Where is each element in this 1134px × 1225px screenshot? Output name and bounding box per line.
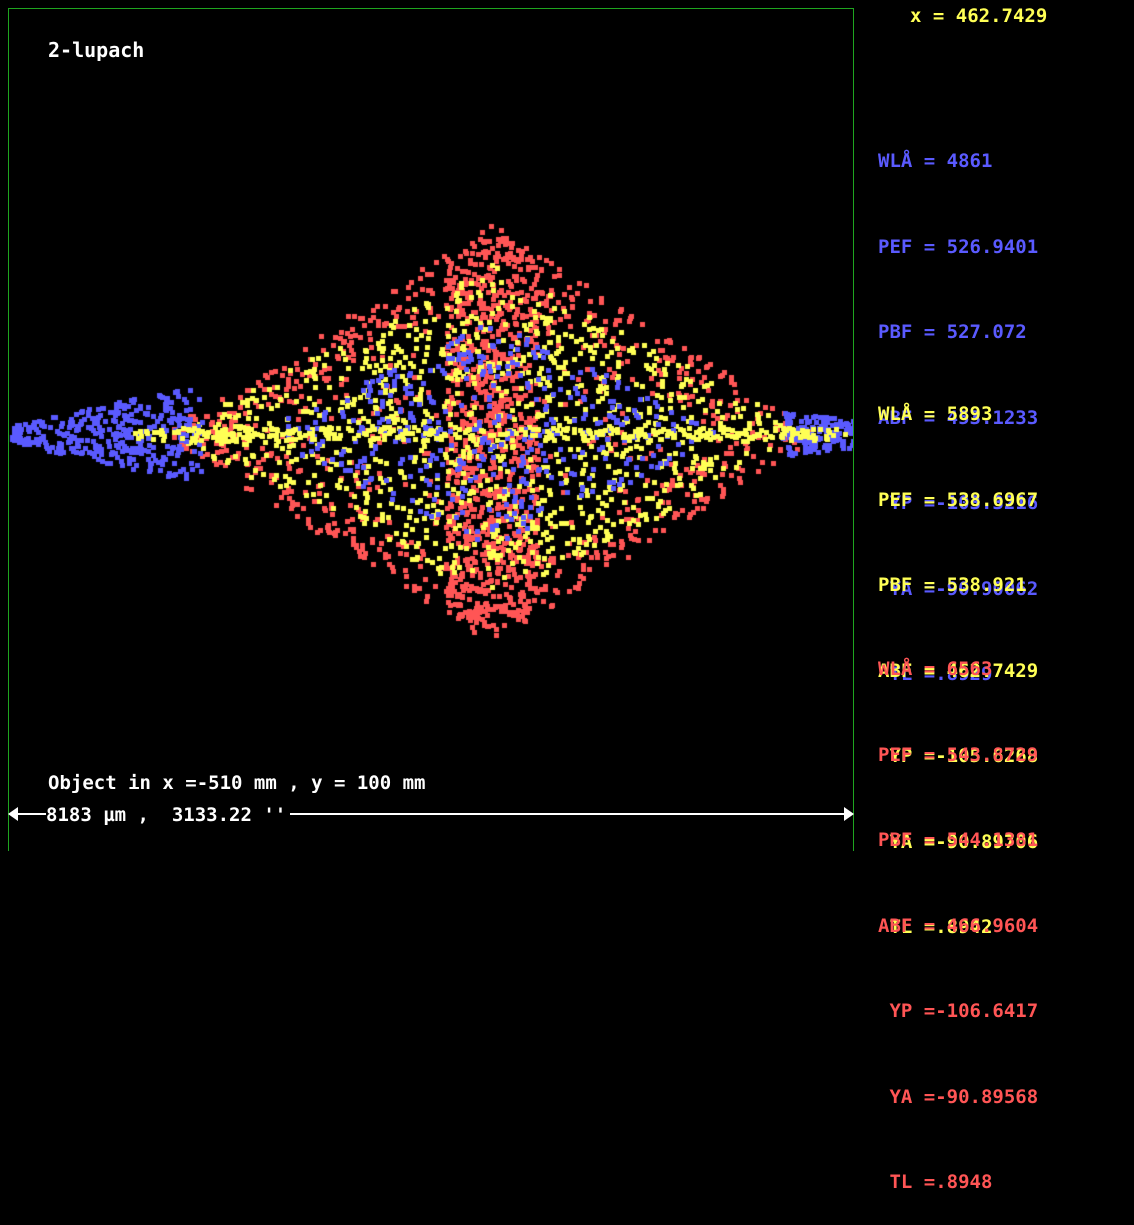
wl-line: WLÅ = 4861	[878, 150, 993, 172]
wavelength-block-red: WLÅ = 6563 PEF = 543.8729 PBF = 544.1381…	[878, 598, 1038, 1225]
current-x-readout: x = 462.7429	[910, 5, 1048, 27]
yp-line: YP =-106.6417	[878, 1000, 1039, 1022]
yp-line: YP =-105.6268	[878, 745, 1039, 767]
spot-diagram	[8, 8, 853, 851]
abf-line: ABF = 466.9604	[878, 914, 1039, 937]
system-title: 2-lupach	[48, 38, 145, 62]
abf-line: ABF = 462.7429	[878, 659, 1039, 682]
wavelength-block-blue: WLÅ = 4861 PEF = 526.9401 PBF = 527.072 …	[878, 90, 1038, 717]
tl-line: TL =.8929	[878, 663, 993, 685]
ya-line: YA =-90.89706	[878, 830, 1039, 853]
tl-line: TL =.8948	[878, 1171, 993, 1193]
ya-line: YA =-90.90062	[878, 577, 1039, 600]
pbf-line: PBF = 538.921	[878, 574, 1027, 596]
pbf-line: PBF = 544.1381	[878, 829, 1039, 851]
scale-arrow-left-icon	[8, 807, 18, 821]
wl-line: WLÅ = 6563	[878, 658, 993, 680]
abf-line: ABF = 453.1233	[878, 406, 1039, 429]
wl-line: WLÅ = 5893	[878, 403, 993, 425]
pbf-line: PBF = 527.072	[878, 321, 1027, 343]
yp-line: YP =-103.3216	[878, 492, 1039, 514]
pef-line: PEF = 526.9401	[878, 235, 1039, 258]
pef-line: PEF = 538.6967	[878, 488, 1039, 511]
scale-arrow-right-icon	[844, 807, 854, 821]
object-position-caption: Object in x =-510 mm , y = 100 mm	[48, 772, 426, 794]
scale-label: 8183 µm , 3133.22 ''	[46, 804, 291, 826]
ya-line: YA =-90.89568	[878, 1085, 1039, 1108]
pef-line: PEF = 543.8729	[878, 743, 1039, 766]
